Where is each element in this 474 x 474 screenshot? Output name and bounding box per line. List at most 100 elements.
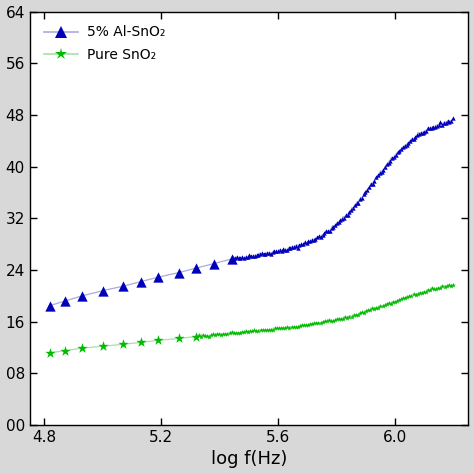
Point xyxy=(228,255,236,262)
Point xyxy=(253,327,260,334)
Point xyxy=(331,222,339,229)
Point xyxy=(292,323,300,331)
Point xyxy=(262,251,269,258)
Point xyxy=(296,241,303,249)
Point xyxy=(426,124,434,132)
Point xyxy=(300,321,308,329)
Point xyxy=(419,129,427,137)
Point xyxy=(351,201,358,209)
Point xyxy=(356,310,364,317)
Point xyxy=(373,173,380,181)
Point xyxy=(349,204,357,212)
Point xyxy=(325,316,333,324)
Point xyxy=(222,330,229,337)
Point xyxy=(99,287,107,294)
Point xyxy=(226,329,233,337)
Point xyxy=(441,283,448,291)
Point xyxy=(210,260,218,267)
Point xyxy=(119,340,127,348)
Point xyxy=(237,254,244,262)
Point xyxy=(280,246,287,253)
Point xyxy=(380,166,387,173)
Point xyxy=(420,288,428,296)
Point xyxy=(362,308,370,315)
Point xyxy=(289,243,296,251)
Point xyxy=(391,299,399,306)
Point xyxy=(265,249,273,256)
Point xyxy=(283,324,291,331)
Point xyxy=(290,323,297,331)
Point xyxy=(224,330,231,337)
Point xyxy=(245,328,252,336)
Point xyxy=(310,236,318,244)
Point xyxy=(251,252,259,260)
Point xyxy=(403,293,411,301)
Point xyxy=(364,187,371,194)
Point xyxy=(401,142,409,149)
Point xyxy=(326,227,334,235)
Point xyxy=(367,180,374,188)
Point xyxy=(193,333,201,340)
Point xyxy=(413,132,421,139)
Point xyxy=(229,254,237,262)
Point xyxy=(274,248,282,255)
Point xyxy=(435,121,442,128)
Point xyxy=(438,283,446,290)
Point xyxy=(362,188,369,196)
Point xyxy=(256,251,264,258)
Point xyxy=(175,335,182,342)
Point xyxy=(310,319,318,327)
Point xyxy=(246,251,253,259)
Point xyxy=(381,301,388,309)
Point xyxy=(280,324,287,331)
Point xyxy=(312,235,319,243)
Point xyxy=(344,314,351,322)
Point xyxy=(195,331,202,339)
Point xyxy=(99,342,107,350)
Point xyxy=(232,329,239,337)
Point xyxy=(321,317,328,325)
Point xyxy=(242,254,250,261)
Point xyxy=(368,305,376,312)
Point xyxy=(390,154,398,161)
Point xyxy=(443,283,450,290)
Point xyxy=(238,253,246,261)
Point xyxy=(365,183,373,191)
Point xyxy=(275,325,283,332)
Point xyxy=(296,322,304,329)
Point xyxy=(417,129,425,137)
Point xyxy=(350,311,357,319)
Point xyxy=(265,326,273,333)
Point xyxy=(435,284,442,292)
Point xyxy=(119,283,127,290)
Point xyxy=(337,216,344,223)
Point xyxy=(329,318,337,325)
Point xyxy=(309,320,316,328)
Point xyxy=(447,117,455,125)
Point xyxy=(267,326,275,334)
Point xyxy=(258,250,266,257)
Point xyxy=(342,211,350,219)
Point xyxy=(340,214,348,222)
Point xyxy=(213,330,221,337)
Point xyxy=(339,315,347,322)
Point xyxy=(420,128,428,136)
Point xyxy=(414,290,421,298)
Point xyxy=(346,313,353,320)
Point xyxy=(389,154,396,162)
Point xyxy=(282,246,289,254)
Point xyxy=(327,318,335,325)
Point xyxy=(203,332,210,340)
Point xyxy=(377,302,384,310)
Point xyxy=(366,306,374,313)
Point xyxy=(264,249,271,256)
Point xyxy=(408,292,415,300)
Point xyxy=(378,168,385,175)
Point xyxy=(197,333,204,341)
Point xyxy=(303,239,310,247)
Point xyxy=(322,227,330,235)
Point xyxy=(233,253,241,260)
Point xyxy=(209,330,217,338)
Point xyxy=(269,249,276,256)
Point xyxy=(324,227,332,235)
